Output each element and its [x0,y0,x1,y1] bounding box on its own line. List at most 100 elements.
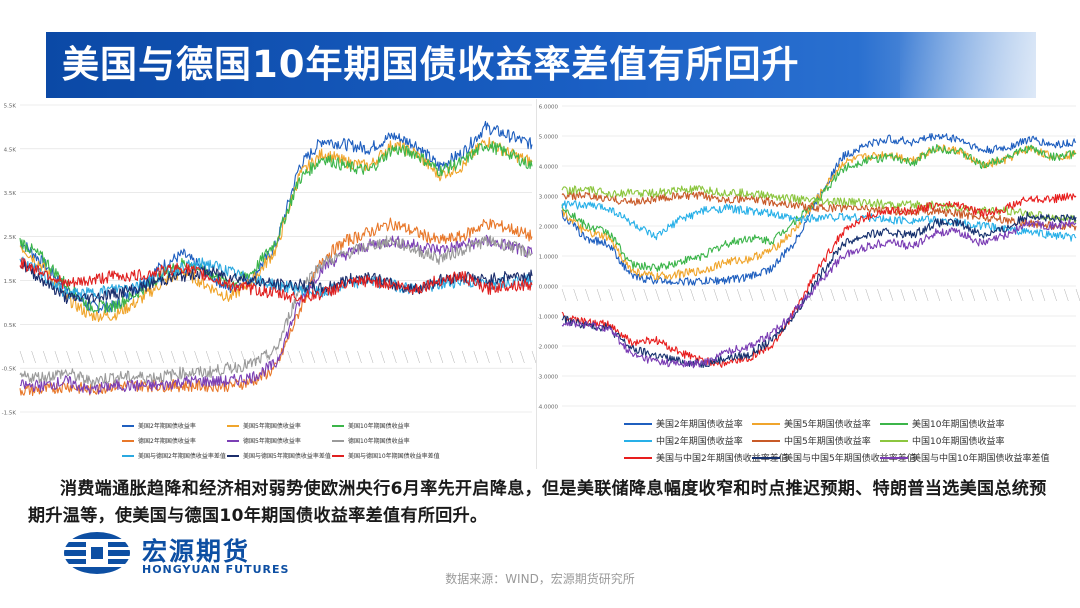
title-banner-highlight [900,32,1080,98]
x-tick-mark [701,288,707,302]
legend-label: 德国10年期国债收益率 [348,437,410,445]
x-tick-mark [912,288,917,302]
x-tick-mark [993,288,999,302]
x-tick-mark [888,288,894,302]
x-tick-mark [736,288,742,302]
legend-label: 美国10年期国债收益率 [348,422,410,430]
y-tick-label: 0.0000 [539,285,559,291]
x-tick-mark [1064,288,1069,302]
x-tick-mark [573,288,578,302]
x-tick-mark [1005,288,1011,302]
y-tick-label: -3.0000 [538,375,558,381]
series-line [561,200,1077,242]
x-tick-mark [947,288,952,302]
x-tick-mark [631,288,637,302]
series-line [561,211,1077,369]
data-source-note: 数据来源：WIND，宏源期货研究所 [445,572,635,586]
legend-label: 美国5年期国债收益率 [784,418,871,430]
x-tick-mark [643,288,649,302]
x-tick-mark [147,350,153,364]
us-china-yield-chart: 6.0000 5.0000 4.0000 3.0000 2.0000 1.0000 0.00… [538,105,1080,464]
x-tick-mark [124,350,129,364]
x-tick-mark [725,288,730,302]
hongyuan-logo-icon [62,532,132,574]
x-tick-mark [415,350,420,364]
x-tick-mark [194,350,199,364]
y-tick-label: 1.5K [4,279,17,285]
series-line [561,192,1077,368]
y-tick-label: -0.5K [2,367,17,373]
x-tick-mark [865,288,870,302]
y-tick-label: 3.0000 [539,195,559,201]
x-tick-mark [935,288,941,302]
x-tick-mark [842,288,847,302]
series-line [19,257,533,303]
x-tick-mark [438,350,444,364]
x-tick-mark [171,350,176,364]
x-tick-mark [496,350,502,364]
legend-label: 美国与中国10年期国债收益率差值 [912,452,1049,464]
x-tick-mark [596,288,602,302]
y-tick-label: 2.5K [4,235,17,241]
x-tick-mark [520,350,525,364]
x-tick-mark [299,350,304,364]
logo-english-name: HONGYUAN FUTURES [142,563,290,576]
y-tick-label: -1.0000 [538,315,558,321]
x-tick-mark [205,350,211,364]
legend-label: 中国2年期国债收益率 [656,435,743,447]
series-line [19,260,533,305]
x-tick-mark [217,350,223,364]
x-tick-mark [66,350,71,364]
series-line [19,217,533,397]
legend-label: 美国2年期国债收益率 [656,418,743,430]
x-tick-mark [136,350,141,364]
x-tick-mark [1029,288,1034,302]
x-tick-mark [531,350,536,364]
x-tick-mark [620,288,625,302]
x-tick-mark [666,288,672,302]
x-tick-mark [1040,288,1046,302]
x-tick-mark [473,350,479,364]
y-tick-label: 5.0000 [539,135,559,141]
legend-label: 中国5年期国债收益率 [784,435,871,447]
x-tick-mark [982,288,987,302]
legend-label: 美国与中国2年期国债收益率差值 [656,452,788,464]
slide-caption: 消费端通胀趋降和经济相对弱势使欧洲央行6月率先开启降息，但是美联储降息幅度收窄和… [28,479,1047,526]
x-tick-mark [783,288,789,302]
x-tick-mark [970,288,976,302]
x-tick-mark [461,350,467,364]
series-line [561,191,1077,231]
x-tick-mark [830,288,835,302]
legend-label: 美国与德国2年期国债收益率差值 [138,452,226,460]
x-tick-mark [427,350,432,364]
x-tick-mark [958,288,964,302]
x-tick-mark [760,288,765,302]
legend-label: 美国5年期国债收益率 [243,422,301,430]
title-banner [46,32,1036,98]
series-line [19,137,533,323]
y-tick-label: 6.0000 [539,105,559,111]
y-tick-label: 4.5K [4,147,17,153]
series-line [561,219,1077,369]
x-tick-mark [54,350,60,364]
x-tick-mark [655,288,660,302]
x-tick-mark [287,350,292,364]
x-tick-mark [403,350,409,364]
x-tick-mark [43,350,48,364]
us-germany-yield-chart: 5.5K 4.5K 3.5K 2.5K 1.5K 0.5K -0.5K -1.5K 美国2年期国… [2,104,536,460]
x-tick-mark [690,288,695,302]
y-tick-label: -4.0000 [538,405,558,411]
x-tick-mark [818,288,824,302]
x-tick-mark [310,350,316,364]
legend-label: 美国与德国10年期国债收益率差值 [348,452,440,460]
legend-label: 美国2年期国债收益率 [138,422,196,430]
x-tick-mark [485,350,490,364]
x-tick-mark [608,288,613,302]
legend-label: 美国与德国5年期国债收益率差值 [243,452,331,460]
x-tick-mark [795,288,800,302]
x-tick-mark [229,350,234,364]
x-tick-mark [923,288,929,302]
y-tick-label: -1.5K [2,411,17,417]
y-tick-label: 4.0000 [539,165,559,171]
x-tick-mark [900,288,906,302]
